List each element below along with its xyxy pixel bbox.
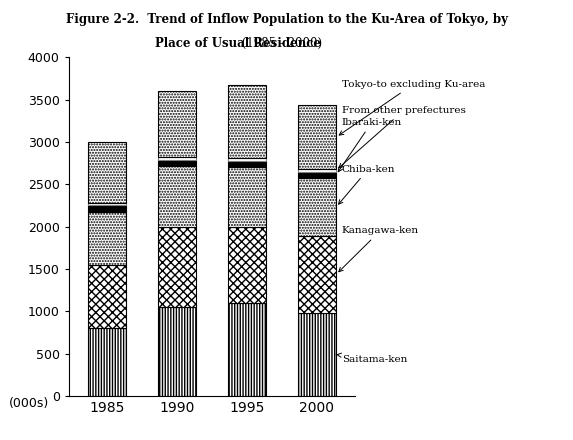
Text: (1985 - 2000): (1985 - 2000) <box>238 37 322 51</box>
Bar <box>158 160 197 166</box>
Y-axis label: (000s): (000s) <box>9 396 49 410</box>
Bar <box>297 178 336 236</box>
Bar <box>227 161 266 167</box>
Bar <box>88 328 127 396</box>
Text: Figure 2-2.  Trend of Inflow Population to the Ku-Area of Tokyo, by: Figure 2-2. Trend of Inflow Population t… <box>65 13 508 26</box>
Bar <box>158 227 197 307</box>
Bar <box>88 212 127 265</box>
Text: Chiba-ken: Chiba-ken <box>339 165 395 204</box>
Bar <box>158 157 197 160</box>
Bar <box>158 166 197 227</box>
Bar <box>227 227 266 303</box>
Bar <box>88 265 127 328</box>
Text: Place of Usual Residence: Place of Usual Residence <box>155 37 321 51</box>
Bar <box>227 167 266 227</box>
Bar <box>227 303 266 396</box>
Bar <box>88 203 127 205</box>
Text: Tokyo-to excluding Ku-area: Tokyo-to excluding Ku-area <box>339 80 485 135</box>
Bar <box>297 313 336 396</box>
Text: From other prefectures: From other prefectures <box>339 106 465 168</box>
Bar <box>88 142 127 203</box>
Bar <box>88 205 127 212</box>
Text: Ibaraki-ken: Ibaraki-ken <box>338 118 402 172</box>
Bar <box>297 169 336 172</box>
Text: Kanagawa-ken: Kanagawa-ken <box>339 226 419 272</box>
Bar <box>297 236 336 313</box>
Bar <box>158 307 197 396</box>
Bar <box>227 85 266 158</box>
Text: Saitama-ken: Saitama-ken <box>336 353 407 364</box>
Bar <box>297 172 336 178</box>
Bar <box>297 106 336 169</box>
Bar <box>227 158 266 161</box>
Bar <box>158 91 197 157</box>
